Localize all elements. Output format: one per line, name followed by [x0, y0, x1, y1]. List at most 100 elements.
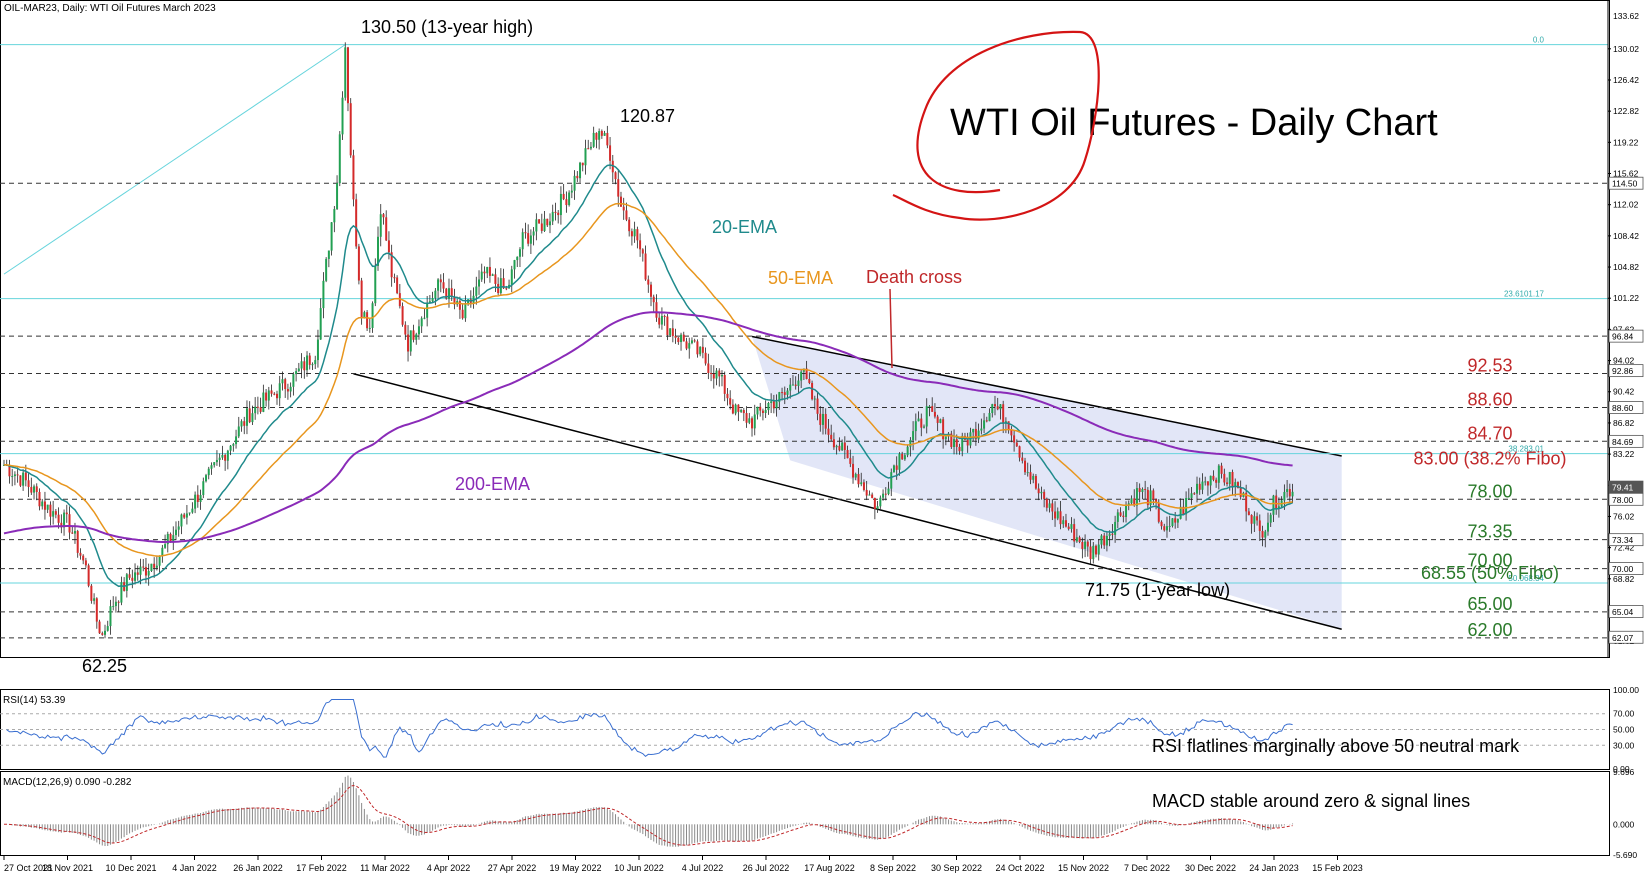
candle-body [54, 511, 57, 515]
candle-body [120, 582, 123, 603]
candle-body [1100, 535, 1103, 545]
candle-body [205, 475, 208, 482]
candle-body [1034, 475, 1037, 489]
candle-body [1073, 524, 1076, 542]
price-box [1608, 434, 1644, 448]
candle-body [538, 219, 541, 224]
candle-body [805, 368, 808, 380]
candle-body [1045, 498, 1048, 508]
candle-body [355, 199, 358, 247]
candle-body [1171, 518, 1174, 526]
candle-body [1258, 520, 1261, 532]
candle-body [1144, 488, 1147, 490]
candle-body [87, 565, 90, 586]
candle-body [688, 343, 691, 349]
candle-body [104, 630, 107, 635]
rsi-panel: 100.00 70.00 50.00 30.00 0.00 [0, 685, 1639, 774]
candle-body [43, 501, 46, 510]
candle-body [226, 450, 229, 461]
rsi-tick-label: 100.00 [1613, 685, 1639, 695]
price-tick-label: 68.82 [1613, 574, 1635, 584]
candle-body [273, 393, 276, 395]
candle-body [169, 533, 172, 542]
candle-body [892, 465, 895, 473]
price-tick-label: 76.02 [1613, 511, 1635, 521]
candle-body [685, 341, 688, 349]
candle-body [215, 459, 218, 463]
candle-body [497, 283, 500, 294]
candle-body [303, 361, 306, 371]
candle-body [185, 513, 188, 518]
price-tick-label: 94.02 [1613, 356, 1635, 366]
candle-body [707, 363, 710, 373]
price-axis[interactable]: 130.02 126.42 122.82 119.22 115.62 112.02 108.… [1607, 0, 1644, 658]
rsi-title: RSI(14) 53.39 [3, 695, 66, 706]
candle-body [1275, 495, 1278, 509]
candle-body [1160, 521, 1163, 527]
candle-body [720, 374, 723, 377]
label-peak: 120.87 [620, 106, 675, 126]
candle-body [1130, 498, 1133, 504]
candle-body [8, 465, 11, 477]
candle-body [499, 278, 502, 294]
candle-body [1122, 515, 1125, 517]
candle-body [371, 303, 374, 328]
candle-body [871, 494, 874, 498]
time-tick-label: 4 Jan 2022 [172, 863, 217, 873]
candle-body [1089, 546, 1092, 560]
candle-body [1247, 511, 1250, 515]
candle-body [1007, 421, 1010, 430]
candle-body [191, 508, 194, 513]
candle-body [639, 240, 642, 250]
candle-body [144, 567, 147, 576]
candle-body [98, 621, 101, 634]
candle-body [641, 249, 644, 254]
candle-body [24, 472, 27, 481]
candle-body [813, 398, 816, 400]
candle-body [862, 482, 865, 490]
candle-body [1015, 442, 1018, 447]
candle-body [873, 497, 876, 510]
candle-body [589, 146, 592, 149]
candle-body [297, 368, 300, 372]
candle-body [909, 439, 912, 447]
price-box-label: 70.00 [1612, 564, 1634, 574]
candle-body [295, 371, 298, 375]
candle-body [756, 406, 759, 415]
candle-body [674, 336, 677, 338]
candle-body [207, 468, 210, 476]
ema-line-20-ema [4, 164, 1293, 588]
price-box-label: 78.00 [1612, 495, 1634, 505]
candle-body [693, 340, 696, 342]
candle-body [811, 382, 814, 400]
time-tick-label: 8 Sep 2022 [870, 863, 916, 873]
candle-body [415, 334, 418, 340]
candle-body [1040, 491, 1043, 494]
candle-body [920, 418, 923, 428]
macd-note: MACD stable around zero & signal lines [1152, 791, 1470, 811]
candle-body [846, 450, 849, 459]
candle-body [535, 219, 538, 232]
candle-body [1086, 541, 1089, 547]
candle-body [322, 280, 325, 309]
price-tick-label: 104.82 [1613, 262, 1639, 272]
candle-body [1204, 481, 1207, 483]
candle-body [835, 445, 838, 448]
candle-body [996, 406, 999, 410]
candle-body [1277, 506, 1280, 509]
candle-body [955, 439, 958, 447]
candle-body [267, 390, 270, 401]
rsi-tick-label: 30.00 [1613, 740, 1635, 750]
candle-body [595, 132, 598, 140]
candle-body [420, 318, 423, 327]
candle-body [898, 453, 901, 470]
candle-body [382, 214, 385, 218]
candle-body [614, 172, 617, 180]
candle-body [363, 312, 366, 319]
candle-body [409, 330, 412, 352]
price-tick-label: 115.62 [1613, 169, 1639, 179]
candle-body [999, 404, 1002, 410]
price-box-label: 96.84 [1612, 332, 1634, 342]
